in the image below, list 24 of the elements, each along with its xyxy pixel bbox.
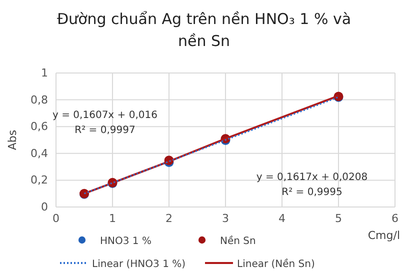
y-tick-label: 0,6 (30, 120, 48, 134)
y-tick-label: 0 (41, 200, 48, 214)
annotation: R² = 0,9995 (282, 187, 342, 198)
x-tick-label: 3 (222, 212, 229, 225)
annotation: y = 0,1617x + 0,0208 (256, 172, 368, 183)
x-tick-label: 4 (278, 212, 286, 225)
y-tick-label: 0,8 (30, 93, 48, 106)
y-tick-label: 0,2 (30, 174, 48, 187)
x-tick-label: 2 (166, 212, 172, 225)
annotation: y = 0,1607x + 0,016 (52, 110, 158, 121)
legend-label: Nền Sn (220, 235, 256, 247)
y-axis-title: Abs (6, 130, 19, 150)
chart-title: Đường chuẩn Ag trên nền HNO₃ 1 % và nền Sn (56, 10, 352, 50)
annotation: R² = 0,9997 (74, 125, 136, 136)
x-tick-label: 0 (52, 212, 60, 225)
x-axis-title: Cmg/l (368, 229, 400, 242)
y-tick-label: 1 (41, 66, 48, 80)
x-tick-label: 5 (335, 212, 342, 225)
x-tick-label: 1 (109, 212, 116, 225)
x-tick-label: 6 (392, 212, 398, 225)
y-tick-label: 0,4 (30, 146, 48, 160)
legend-label: Linear (Nền Sn) (237, 258, 315, 270)
legend-label: Linear (HNO3 1 %) (92, 259, 186, 270)
legend-label: HNO3 1 % (100, 236, 152, 247)
